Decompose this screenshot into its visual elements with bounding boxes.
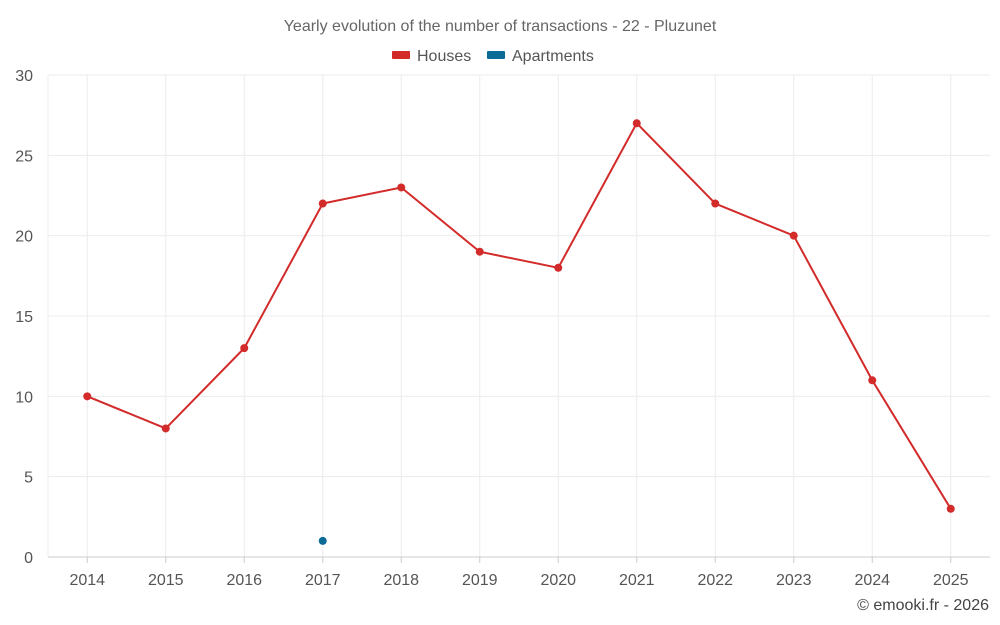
legend-swatch-apartments [487, 51, 505, 59]
x-tick-label: 2023 [776, 572, 812, 589]
data-point-houses-2022[interactable] [711, 199, 720, 208]
x-tick-label: 2015 [148, 572, 184, 589]
y-tick-label: 15 [15, 309, 33, 326]
x-tick-label: 2025 [933, 572, 969, 589]
data-point-houses-2025[interactable] [946, 504, 955, 513]
grid [48, 74, 990, 557]
y-tick-label: 25 [15, 148, 33, 165]
data-point-houses-2020[interactable] [554, 263, 563, 272]
x-tick-label: 2022 [697, 572, 733, 589]
data-point-houses-2014[interactable] [83, 392, 92, 401]
series [83, 119, 955, 545]
legend: Houses Apartments [392, 48, 594, 65]
data-point-houses-2021[interactable] [632, 119, 641, 128]
y-tick-label: 20 [15, 229, 33, 246]
y-tick-label: 30 [15, 68, 33, 85]
data-point-houses-2023[interactable] [789, 231, 798, 240]
x-tick-label: 2019 [462, 572, 498, 589]
y-tick-label: 10 [15, 389, 33, 406]
data-point-houses-2017[interactable] [318, 199, 327, 208]
legend-swatch-houses [392, 51, 410, 59]
x-tick-label: 2018 [383, 572, 419, 589]
x-tick-label: 2021 [619, 572, 655, 589]
legend-label-houses: Houses [417, 48, 471, 65]
x-tick-label: 2017 [305, 572, 341, 589]
x-tick-label: 2020 [540, 572, 576, 589]
x-tick-label: 2014 [69, 572, 105, 589]
x-tick-label: 2016 [226, 572, 262, 589]
x-tick-label: 2024 [854, 572, 890, 589]
data-point-apartments-2017[interactable] [318, 536, 327, 545]
axes [47, 75, 990, 563]
series-houses [83, 119, 955, 513]
y-tick-label: 0 [24, 550, 33, 567]
y-tick-label: 5 [24, 470, 33, 487]
series-apartments [318, 536, 327, 545]
data-point-houses-2015[interactable] [161, 424, 170, 433]
chart-title: Yearly evolution of the number of transa… [284, 18, 717, 35]
data-point-houses-2019[interactable] [475, 247, 484, 256]
series-line-houses [86, 122, 952, 510]
data-point-houses-2016[interactable] [240, 344, 249, 353]
copyright-credit: © emooki.fr - 2026 [857, 597, 989, 614]
data-point-houses-2018[interactable] [397, 183, 406, 192]
data-point-houses-2024[interactable] [868, 376, 877, 385]
legend-item-houses[interactable]: Houses [392, 48, 471, 65]
legend-item-apartments[interactable]: Apartments [487, 48, 594, 65]
legend-label-apartments: Apartments [512, 48, 594, 65]
